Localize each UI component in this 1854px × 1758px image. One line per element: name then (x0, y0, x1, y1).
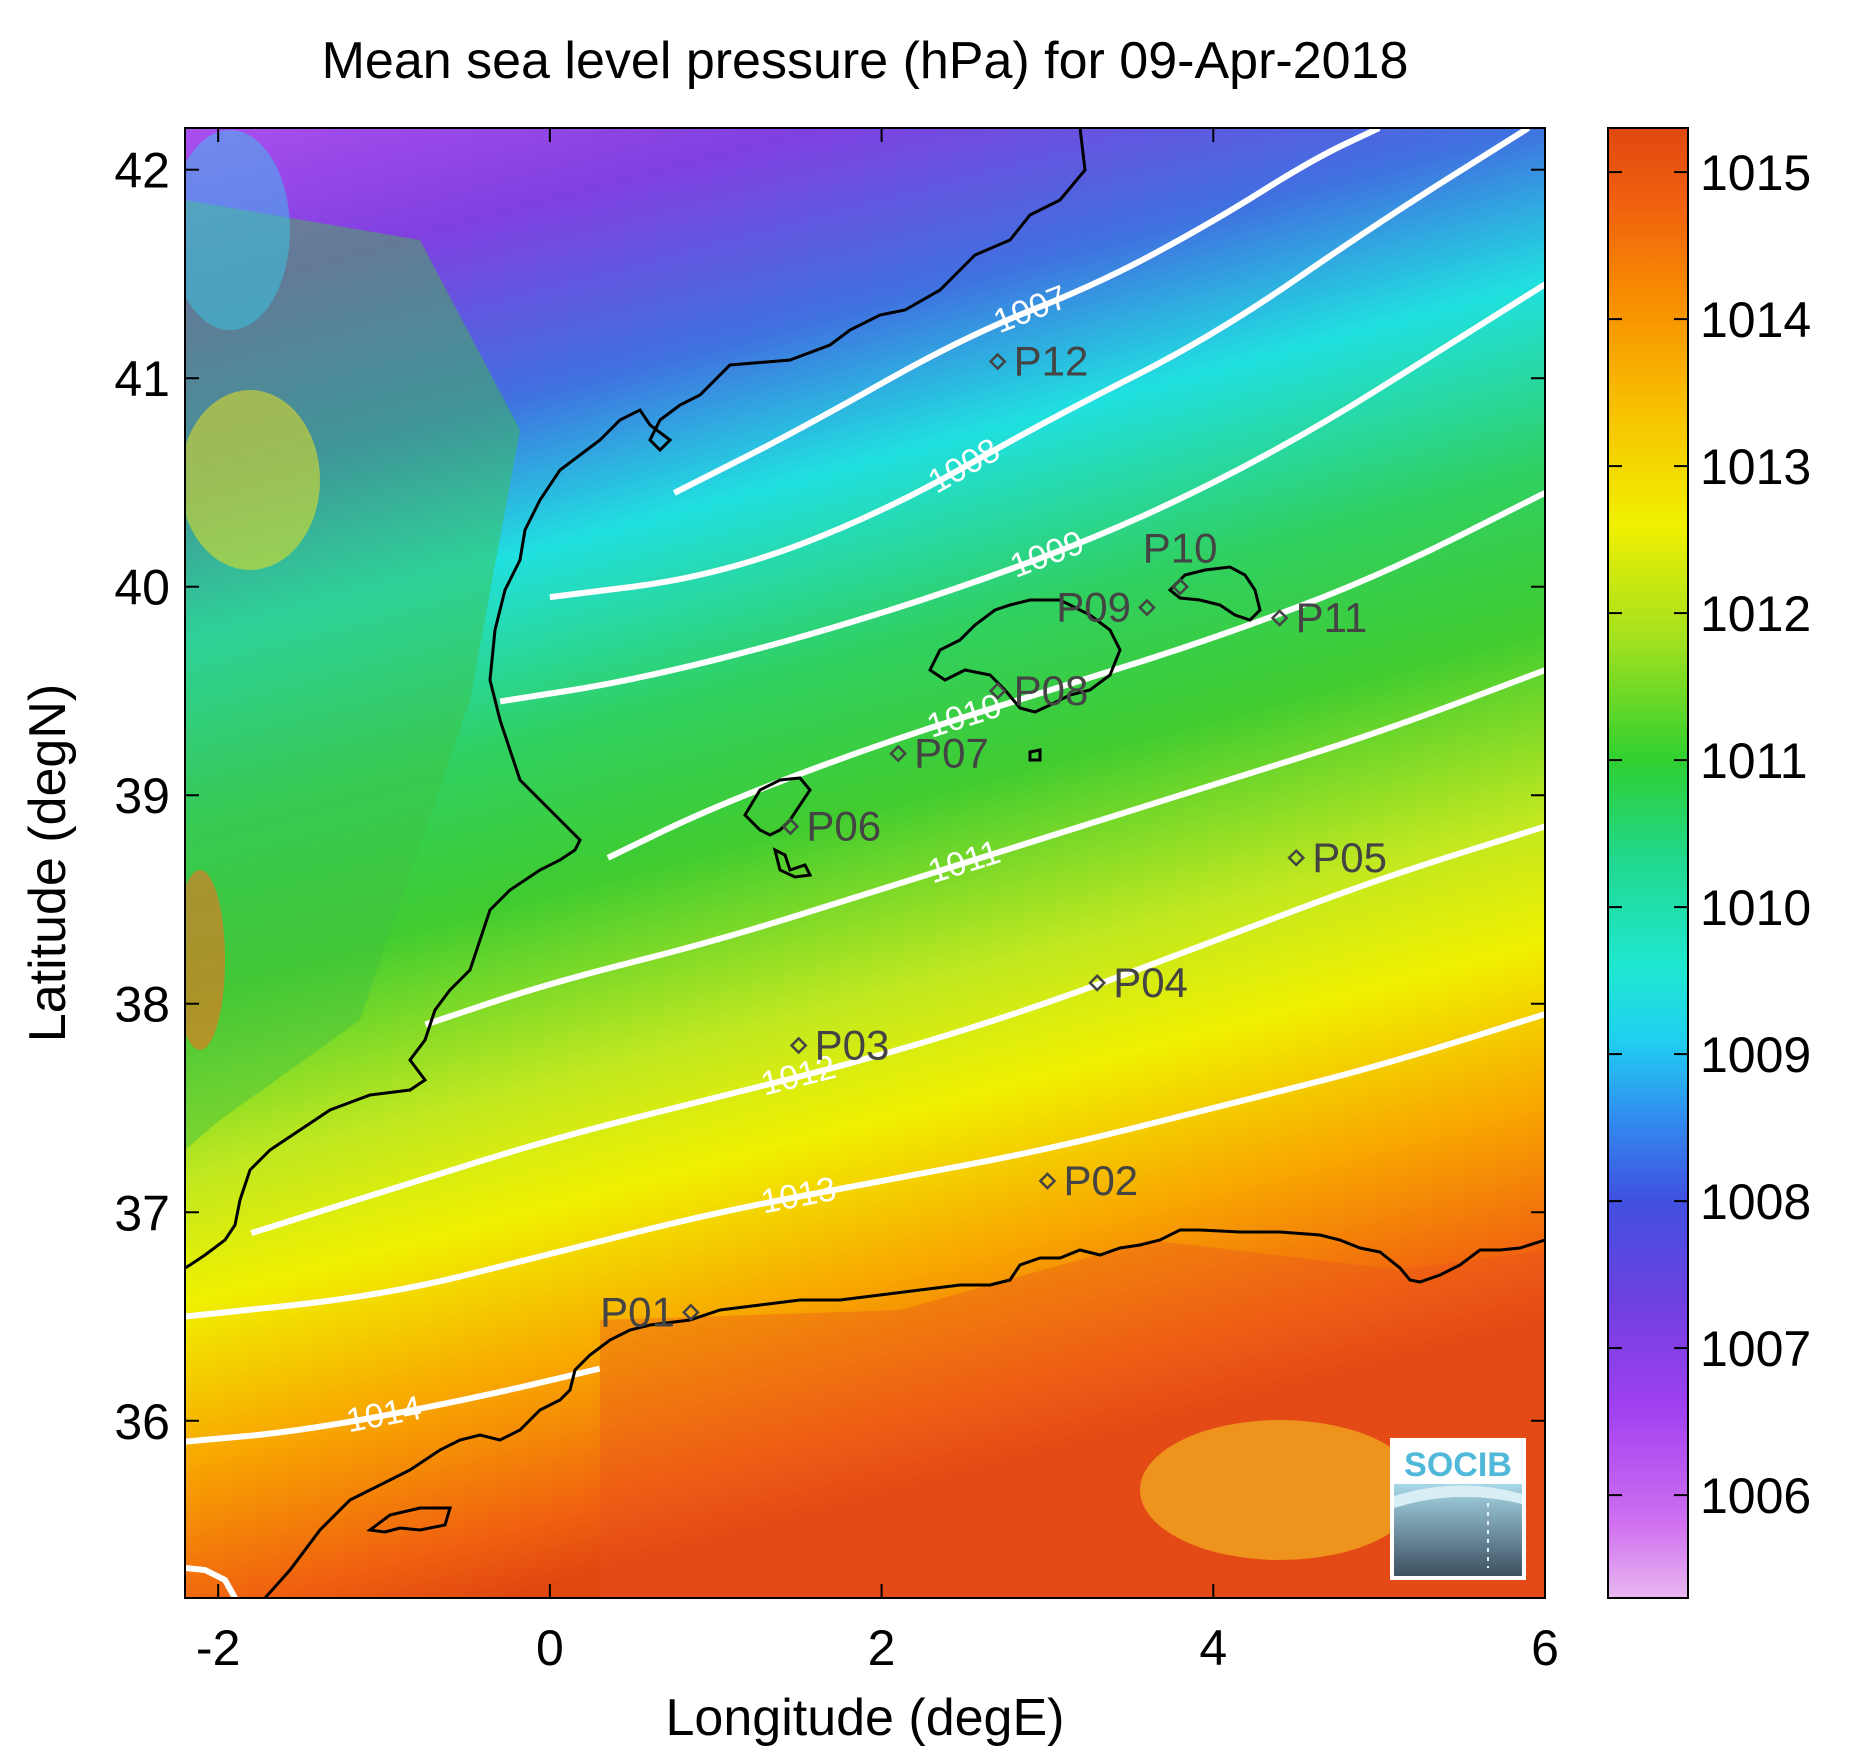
station-label: P02 (1063, 1157, 1138, 1204)
station-label: P08 (1014, 667, 1089, 714)
figure-title: Mean sea level pressure (hPa) for 09-Apr… (322, 32, 1409, 90)
socib-logo-text: SOCIB (1404, 1446, 1512, 1484)
colorbar-tick-label: 1009 (1700, 1027, 1811, 1083)
station-label: P05 (1312, 834, 1387, 881)
land-highlands-orange (185, 870, 225, 1050)
plot-frame (184, 127, 1546, 1599)
x-axis-label: Longitude (degE) (666, 1689, 1065, 1747)
y-axis-label: Latitude (degN) (19, 684, 77, 1042)
station-marker[interactable] (781, 817, 800, 836)
station-marker[interactable] (1088, 974, 1107, 992)
colorbar-tick-label: 1013 (1700, 439, 1811, 495)
x-tick-label: 2 (868, 1620, 896, 1676)
island-alboran (366, 1506, 453, 1534)
isobar-1012 (250, 823, 1545, 1236)
y-tick-label: 36 (114, 1394, 170, 1450)
station-marker[interactable] (682, 1303, 700, 1322)
station-marker[interactable] (789, 1036, 808, 1055)
y-tick-label: 39 (114, 768, 170, 824)
colorbar-tick-label: 1006 (1700, 1468, 1811, 1524)
station-marker[interactable] (889, 744, 908, 763)
station-marker[interactable] (1287, 848, 1306, 867)
station-marker[interactable] (988, 352, 1007, 371)
colorbar-tick-label: 1007 (1700, 1321, 1811, 1377)
station-label: P11 (1296, 594, 1368, 641)
colorbar-tick-label: 1014 (1700, 292, 1811, 348)
station-label: P06 (806, 803, 881, 850)
colorbar (1607, 127, 1689, 1599)
x-tick-label: 6 (1531, 1620, 1559, 1676)
land-africa-yellow (1140, 1420, 1420, 1560)
y-tick-label: 37 (114, 1185, 170, 1241)
land-pyrenees-cyan (185, 130, 290, 330)
station-marker[interactable] (1138, 598, 1156, 617)
station-markers: P01 P02 P03 P04 P05 P06 P07 P08 P09 P10 P11 P12 (600, 338, 1387, 1336)
station-marker[interactable] (988, 682, 1007, 700)
pressure-field (185, 128, 1545, 1598)
island-cabrera (1028, 748, 1042, 762)
isobar-1014 (185, 1365, 601, 1445)
isobar-1007 (672, 128, 1381, 496)
station-marker[interactable] (1171, 577, 1189, 596)
colorbar-tick-label: 1012 (1700, 586, 1811, 642)
island-menorca (1167, 565, 1262, 622)
coastline-iberia (185, 128, 1087, 1270)
colorbar-tick-label: 1010 (1700, 880, 1811, 936)
isobar-1008 (549, 128, 1531, 601)
station-label: P04 (1113, 959, 1188, 1006)
station-marker[interactable] (1270, 609, 1289, 627)
land-highlands-yellow (185, 390, 320, 570)
colorbar-tick-label: 1008 (1700, 1174, 1811, 1230)
isobar-1009 (499, 281, 1545, 705)
x-tick-label: 0 (536, 1620, 564, 1676)
station-label: P12 (1014, 338, 1089, 385)
station-label: P03 (815, 1021, 890, 1068)
station-label: P07 (914, 730, 989, 777)
y-tick-label: 38 (114, 977, 170, 1033)
station-label: P10 (1143, 525, 1218, 572)
y-tick-label: 40 (114, 560, 170, 616)
isobar-1011 (424, 667, 1545, 1028)
isobar-1013 (185, 1011, 1545, 1320)
isobar-1010 (606, 490, 1545, 861)
isobar-closed-bottom-left (185, 1565, 238, 1598)
island-formentera (772, 847, 813, 879)
x-axis-ticks: -2 0 2 4 6 (196, 128, 1559, 1676)
y-tick-label: 42 (114, 143, 170, 199)
y-tick-label: 41 (114, 351, 170, 407)
y-axis-ticks: 36 37 38 39 40 41 42 (114, 143, 1545, 1450)
colorbar-ticks: 1006 1007 1008 1009 1010 1011 1012 1013 1014 1015 (1608, 145, 1811, 1524)
x-tick-label: -2 (196, 1620, 240, 1676)
colorbar-tick-label: 1015 (1700, 145, 1811, 201)
island-ibiza (743, 776, 812, 837)
x-tick-label: 4 (1199, 1620, 1227, 1676)
colorbar-tick-label: 1011 (1700, 733, 1808, 789)
station-marker[interactable] (1038, 1172, 1057, 1190)
socib-logo: SOCIB (1390, 1438, 1526, 1580)
station-label: P01 (600, 1288, 675, 1335)
coastline-africa (263, 1228, 1545, 1598)
station-label: P09 (1056, 584, 1131, 631)
